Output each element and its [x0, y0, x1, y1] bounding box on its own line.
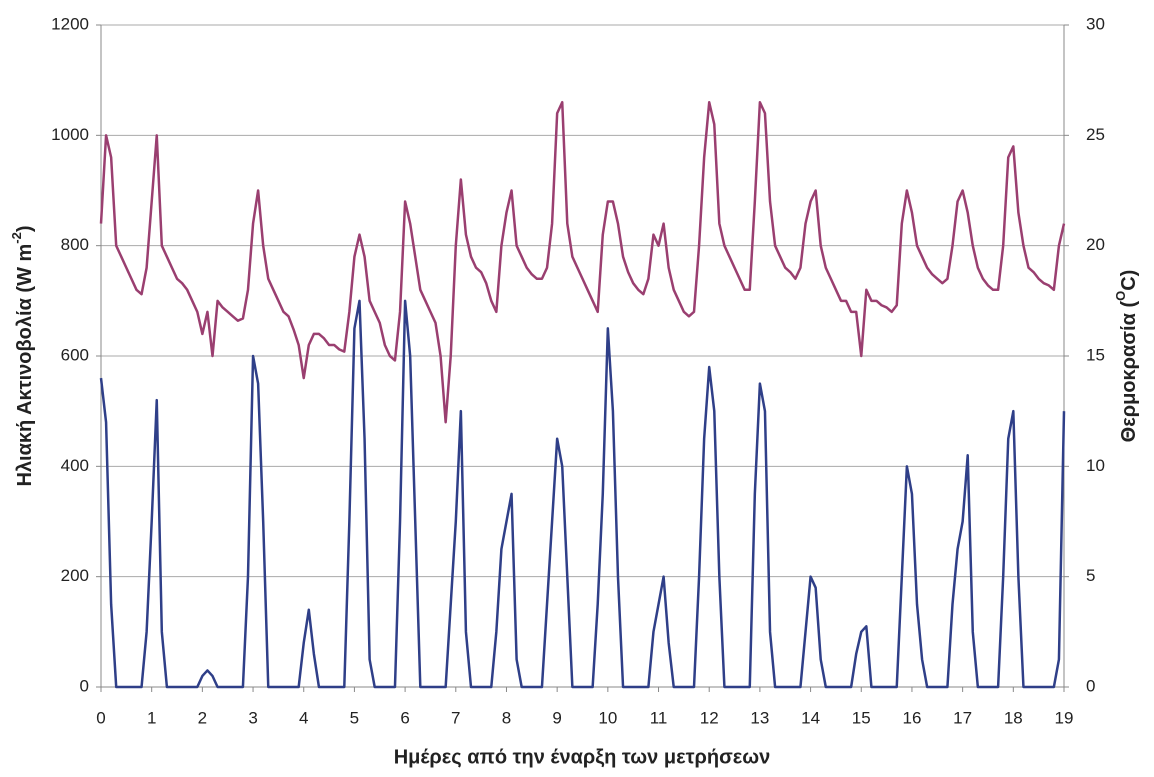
y-axis-title-text: Ηλιακή Ακτινοβολία (W m — [14, 244, 36, 487]
y2-axis-title-sup: O — [1113, 291, 1128, 301]
x-tick-label: 9 — [552, 708, 561, 727]
x-tick-label: 13 — [750, 708, 769, 727]
series-line — [99, 299, 1066, 689]
x-tick-label: 14 — [801, 708, 820, 727]
y-tick-label: 800 — [61, 235, 89, 254]
y-tick-label: 600 — [61, 345, 89, 364]
x-tick-label: 16 — [902, 708, 921, 727]
x-tick-label: 3 — [248, 708, 257, 727]
y2-tick-label: 30 — [1086, 14, 1105, 33]
x-tick-label: 15 — [852, 708, 871, 727]
y-axis-title: Ηλιακή Ακτινοβολία (W m-2) — [9, 225, 36, 486]
x-tick-label: 6 — [400, 708, 409, 727]
x-tick-label: 19 — [1055, 708, 1074, 727]
x-tick-label: 1 — [147, 708, 156, 727]
x-tick-label: 8 — [502, 708, 511, 727]
y2-tick-label: 25 — [1086, 125, 1105, 144]
x-tick-label: 0 — [96, 708, 105, 727]
y2-tick-label: 10 — [1086, 456, 1105, 475]
y2-tick-label: 0 — [1086, 676, 1095, 695]
y-tick-label: 200 — [61, 566, 89, 585]
x-tick-label: 7 — [451, 708, 460, 727]
y-tick-label: 1200 — [51, 14, 89, 33]
x-tick-label: 4 — [299, 708, 308, 727]
x-tick-label: 11 — [650, 708, 668, 727]
y-tick-label: 0 — [80, 676, 89, 695]
y-axis-title-end: ) — [14, 225, 36, 232]
y2-axis-title: Θερμοκρασία (OC) — [1113, 270, 1140, 443]
y-axis-title-sup: -2 — [9, 232, 24, 244]
x-tick-label: 5 — [350, 708, 359, 727]
y2-tick-label: 15 — [1086, 345, 1105, 364]
x-tick-label: 18 — [1004, 708, 1023, 727]
y2-axis-title-text: Θερμοκρασία ( — [1118, 301, 1140, 443]
y2-tick-label: 5 — [1086, 566, 1095, 585]
y2-axis-title-end: C) — [1118, 270, 1140, 291]
x-tick-label: 2 — [198, 708, 207, 727]
y-tick-label: 1000 — [51, 125, 89, 144]
x-axis-title: Ημέρες από την έναρξη των μετρήσεων — [394, 746, 771, 768]
series-line — [99, 100, 1066, 424]
y2-tick-label: 20 — [1086, 235, 1105, 254]
y-tick-label: 400 — [61, 456, 89, 475]
x-tick-label: 12 — [700, 708, 719, 727]
x-tick-label: 17 — [953, 708, 972, 727]
x-tick-label: 10 — [598, 708, 617, 727]
